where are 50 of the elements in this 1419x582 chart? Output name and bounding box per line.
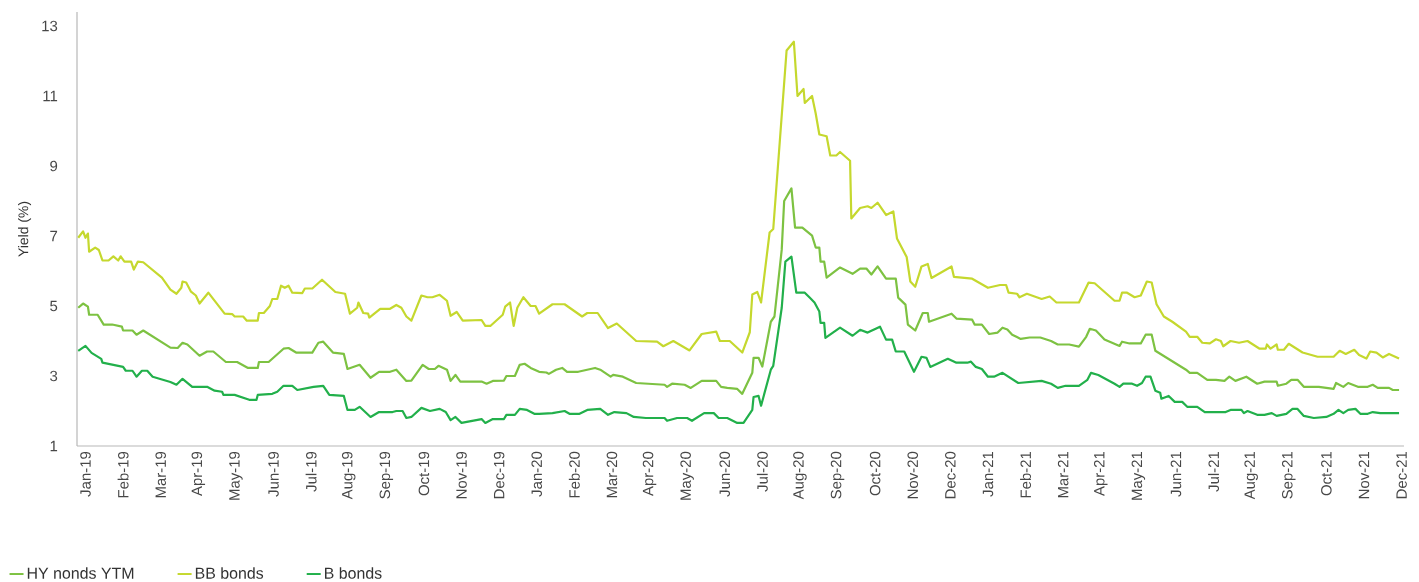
x-tick-label: Nov-21 [1358,451,1370,499]
x-tick-label: May-19 [229,451,243,500]
x-tick-label: Aug-19 [341,451,356,500]
x-tick-label: Apr-20 [642,451,657,496]
x-tick-label: May-21 [1131,451,1146,500]
x-tick-label: Jun-21 [1170,451,1182,497]
x-tick-label: Jan-19 [80,451,91,497]
x-tick-label: May-20 [680,451,694,500]
line-series [77,187,1401,395]
x-tick-label: Jul-19 [305,451,317,492]
x-tick-label: Feb-19 [117,451,129,498]
x-tick-label: Oct-19 [418,451,430,496]
x-tick-label: Feb-20 [568,451,580,498]
y-tick-label: 1 [50,440,58,452]
x-tick-label: Oct-21 [1321,451,1332,496]
x-tick-label: Mar-20 [606,451,618,498]
x-tick-label: Sep-20 [830,451,845,499]
x-tick-label: Oct-20 [869,451,881,496]
line-series [77,255,1401,424]
x-tick-label: Jun-19 [268,451,279,497]
y-tick-label: 5 [50,300,58,312]
y-axis-title: Yield (%) [18,201,32,257]
y-tick-label: 11 [43,90,58,102]
x-tick-label: Nov-19 [456,451,467,499]
x-tick-label: Aug-21 [1244,451,1258,500]
line-series [77,40,1401,360]
x-tick-label: Nov-20 [907,451,919,499]
x-tick-label: Jan-21 [982,451,994,497]
legend-label: BB bonds [195,567,264,579]
y-tick-label: 13 [42,20,58,32]
y-tick-label: 3 [50,370,58,382]
y-tick-label: 7 [50,230,58,242]
x-tick-label: Dec-19 [493,451,505,499]
y-tick-label: 9 [50,160,58,172]
x-tick-label: Dec-21 [1396,451,1407,499]
x-tick-label: Sep-19 [379,451,394,499]
x-tick-label: Apr-19 [191,451,206,496]
legend-label: B bonds [325,567,382,579]
x-tick-label: Jul-20 [756,451,768,492]
x-tick-label: Feb-21 [1020,451,1032,498]
x-tick-label: Apr-21 [1093,451,1108,496]
legend-label: HY nonds YTM [27,567,134,579]
x-tick-label: Mar-19 [155,451,166,498]
x-tick-label: Jun-20 [719,451,731,497]
x-tick-label: Dec-20 [945,451,956,499]
x-tick-label: Jul-21 [1208,451,1220,492]
x-tick-label: Mar-21 [1057,451,1069,498]
x-tick-label: Jan-20 [531,451,542,497]
x-tick-label: Sep-21 [1281,451,1296,499]
x-tick-label: Aug-20 [793,451,807,500]
